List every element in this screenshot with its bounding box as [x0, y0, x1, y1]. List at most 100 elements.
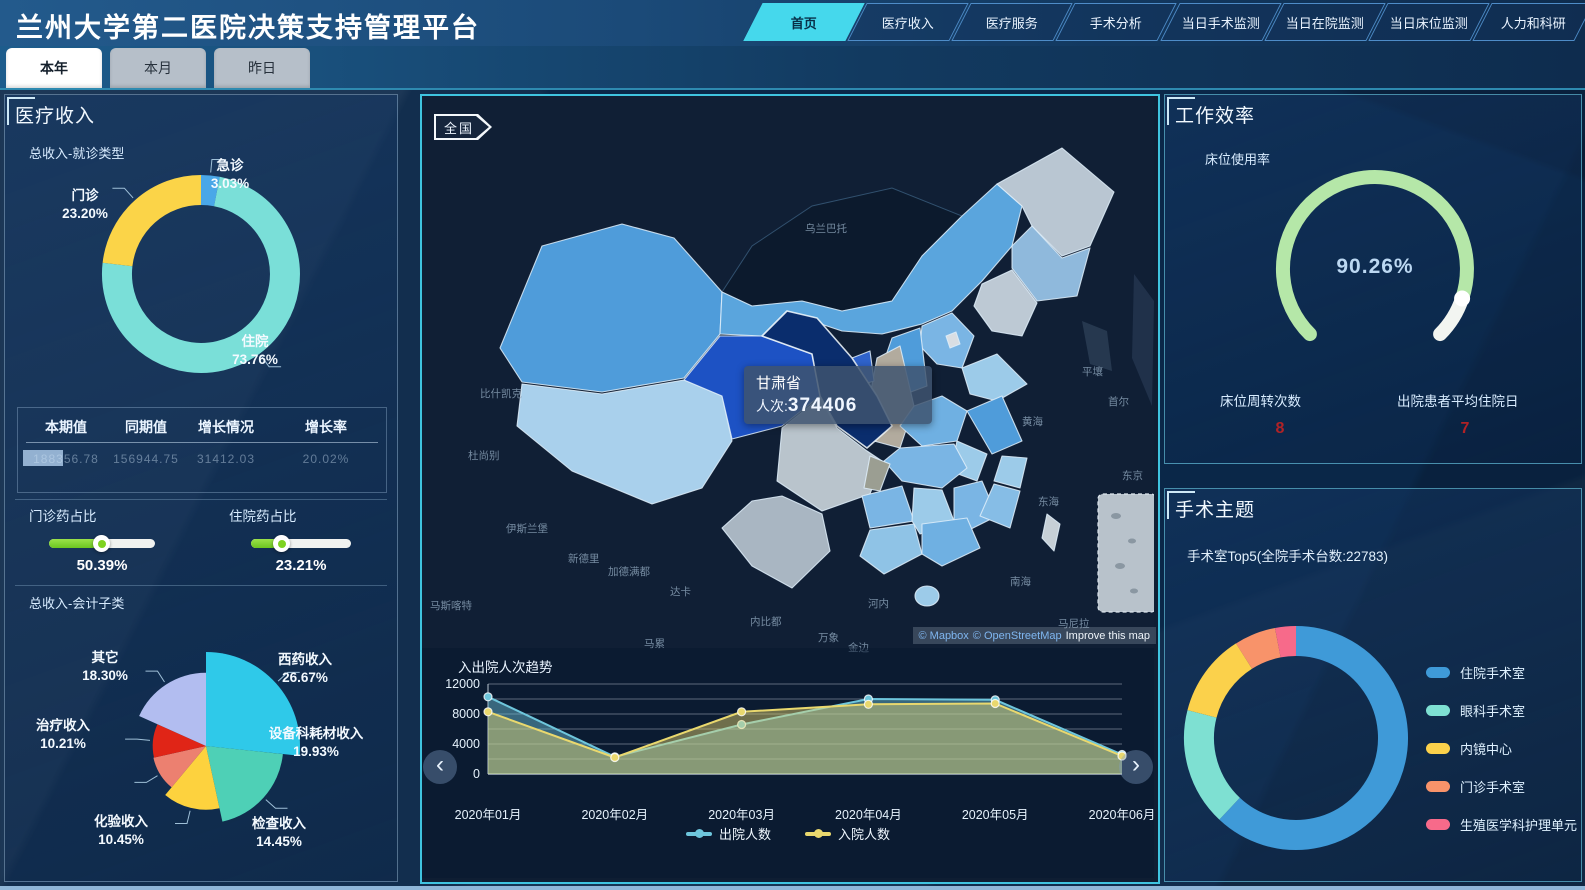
rose-label-other: 其它 18.30%	[82, 650, 128, 683]
carousel-prev-button[interactable]: ‹	[423, 750, 457, 784]
slider-handle[interactable]	[93, 535, 110, 552]
trend-line-chart-plot: 0 4000 8000 12000	[445, 677, 1127, 781]
trend-legend: 出院人数 入院人数	[422, 824, 1154, 843]
carousel-next-button[interactable]: ›	[1119, 750, 1153, 784]
panel-work-efficiency-title: 工作效率	[1175, 106, 1256, 127]
table-cell-growth: 31412.03	[196, 452, 256, 466]
nav-item-home[interactable]: 首页	[743, 3, 865, 41]
panel-surgery-theme: 手术主题 手术室Top5(全院手术台数:22783) 住院手术室 眼科手术室 内…	[1164, 488, 1582, 882]
panel-china-map: 乌兰巴托 比什凯克 杜尚别 伊斯兰堡 新德里 加德满都 达卡 马斯喀特 首尔 平壤 东京 马尼拉 河内内…	[420, 94, 1160, 884]
legend-eye-or[interactable]: 眼科手术室	[1426, 701, 1525, 720]
app-title: 兰州大学第二医院决策支持管理平台	[16, 13, 480, 43]
outpatient-drug-ratio-slider[interactable]	[49, 535, 155, 552]
avg-stay-label: 出院患者平均住院日	[1397, 394, 1519, 409]
revenue-by-visit-type-donut-chart	[101, 159, 300, 373]
osm-link[interactable]: © OpenStreetMap	[972, 629, 1062, 642]
legend-marker	[1426, 819, 1450, 830]
svg-text:8000: 8000	[452, 707, 480, 721]
improve-map-link[interactable]: Improve this map	[1065, 629, 1150, 642]
rose-label-treatment: 治疗收入 10.21%	[36, 718, 90, 751]
legend-marker	[1426, 705, 1450, 716]
table-cell-current: 188356.78	[33, 452, 99, 466]
table-cell-growth-rate: 20.02%	[302, 452, 350, 466]
bottom-edge-decoration	[0, 886, 1585, 890]
trend-x-axis-labels: 2020年01月 2020年02月 2020年03月 2020年04月 2020年05月…	[454, 808, 1156, 822]
period-tabbar: 本年 本月 昨日	[0, 46, 1585, 90]
nav-item-today-beds[interactable]: 当日床位监测	[1368, 3, 1490, 41]
nav-item-medical-service[interactable]: 医疗服务	[951, 3, 1074, 41]
donut-chart-title: 总收入-就诊类型	[29, 146, 125, 161]
tab-yesterday[interactable]: 昨日	[214, 48, 310, 88]
table-cell-same-period: 156944.75	[113, 452, 179, 466]
legend-discharge[interactable]: 出院人数	[685, 824, 771, 843]
nav-item-surgery-analysis[interactable]: 手术分析	[1055, 3, 1178, 41]
slider-handle[interactable]	[273, 535, 290, 552]
donut-label-emergency: 急诊 3.03%	[210, 158, 250, 191]
map-tooltip-gansu: 甘肃省 人次:374406	[744, 366, 932, 424]
tooltip-metric-value: 374406	[787, 395, 858, 416]
table-header-current: 本期值	[45, 419, 87, 435]
discharge-legend-marker	[685, 829, 712, 838]
panel-corner-decoration	[1167, 97, 1195, 125]
panel-medical-revenue-title: 医疗收入	[15, 106, 96, 127]
legend-marker	[1426, 743, 1450, 754]
svg-text:12000: 12000	[445, 677, 480, 691]
table-header-growth: 增长情况	[198, 419, 254, 435]
rose-label-western-medicine: 西药收入 26.67%	[278, 652, 332, 685]
surgery-top5-subtitle: 手术室Top5(全院手术台数:22783)	[1187, 549, 1389, 564]
map-region-badge-label: 全国	[444, 120, 475, 136]
rose-chart-title: 总收入-会计子类	[29, 596, 125, 611]
svg-text:0: 0	[473, 767, 480, 781]
outpatient-drug-ratio-value: 50.39%	[76, 557, 128, 574]
inpatient-drug-ratio-value: 23.21%	[275, 557, 327, 574]
panel-surgery-theme-title: 手术主题	[1175, 500, 1256, 521]
admission-legend-marker	[805, 829, 831, 838]
legend-marker	[1426, 667, 1450, 678]
panel-work-efficiency: 工作效率 床位使用率 90.26% 床位周转次数 8 出院患者平均住院日 7	[1164, 94, 1582, 464]
panel-corner-decoration	[1167, 491, 1195, 519]
rose-label-examination: 检查收入 14.45%	[252, 816, 306, 849]
nav-item-medical-revenue[interactable]: 医疗收入	[847, 3, 969, 41]
slider-label-outpatient-drug-ratio: 门诊药占比	[29, 509, 97, 524]
nav-item-today-surgery[interactable]: 当日手术监测	[1159, 3, 1282, 41]
tooltip-region-name: 甘肃省	[756, 375, 802, 392]
inpatient-drug-ratio-slider[interactable]	[251, 535, 351, 552]
trend-chart-title: 入出院人次趋势	[458, 660, 553, 675]
revenue-by-account-type-rose-chart	[125, 652, 301, 824]
revenue-comparison-table: 本期值 同期值 增长情况 增长率 188356.78 156944.75 314…	[17, 407, 387, 493]
top-navbar: 兰州大学第二医院决策支持管理平台 首页 医疗收入 医疗服务 手术分析 当日手术监…	[0, 0, 1585, 48]
nav-item-today-inpatient[interactable]: 当日在院监测	[1263, 3, 1386, 41]
legend-outpatient-or[interactable]: 门诊手术室	[1426, 777, 1525, 796]
slider-label-inpatient-drug-ratio: 住院药占比	[229, 509, 297, 524]
bed-turnover-label: 床位周转次数	[1220, 394, 1301, 409]
donut-label-outpatient: 门诊 23.20%	[62, 188, 108, 221]
table-row-highlight[interactable]	[23, 450, 63, 466]
tooltip-metric-label: 人次:	[756, 398, 788, 414]
panel-medical-revenue: 医疗收入 总收入-就诊类型 急诊 3.03% 门诊 23.20% 住院 73.76% …	[4, 94, 398, 882]
nav-menu: 首页 医疗收入 医疗服务 手术分析 当日手术监测 当日在院监测 当日床位监测 人…	[743, 3, 1585, 43]
gauge-title: 床位使用率	[1205, 152, 1271, 167]
gauge-value: 90.26%	[1336, 255, 1414, 278]
bed-usage-gauge-chart	[1275, 170, 1474, 342]
rose-label-equipment-consumables: 设备科耗材收入 19.93%	[268, 726, 364, 759]
rose-label-lab-test: 化验收入 10.45%	[94, 814, 148, 847]
svg-text:4000: 4000	[452, 737, 480, 751]
panel-corner-decoration	[7, 97, 35, 125]
legend-endoscopy-center[interactable]: 内镜中心	[1426, 739, 1512, 758]
bed-turnover-value: 8	[1275, 420, 1285, 437]
donut-label-inpatient: 住院 73.76%	[232, 334, 278, 367]
mapbox-link[interactable]: © Mapbox	[918, 629, 969, 642]
tab-this-month[interactable]: 本月	[110, 48, 206, 88]
avg-stay-value: 7	[1460, 420, 1470, 437]
tab-this-year[interactable]: 本年	[6, 48, 102, 88]
legend-admission[interactable]: 入院人数	[805, 824, 890, 843]
table-header-growth-rate: 增长率	[305, 419, 347, 435]
nav-item-hr-research[interactable]: 人力和科研	[1472, 3, 1585, 41]
admission-discharge-trend-chart: 入出院人次趋势 0 4000 8000 12000 2020年01月 2020年02月 2…	[422, 648, 1156, 878]
legend-marker	[1426, 781, 1450, 792]
map-attribution: © Mapbox © OpenStreetMap Improve this ma…	[912, 627, 1156, 644]
table-header-divider	[26, 442, 378, 443]
map-region-badge[interactable]: 全国	[434, 114, 492, 140]
legend-inpatient-or[interactable]: 住院手术室	[1426, 663, 1525, 682]
legend-reproductive-unit[interactable]: 生殖医学科护理单元	[1426, 815, 1577, 834]
